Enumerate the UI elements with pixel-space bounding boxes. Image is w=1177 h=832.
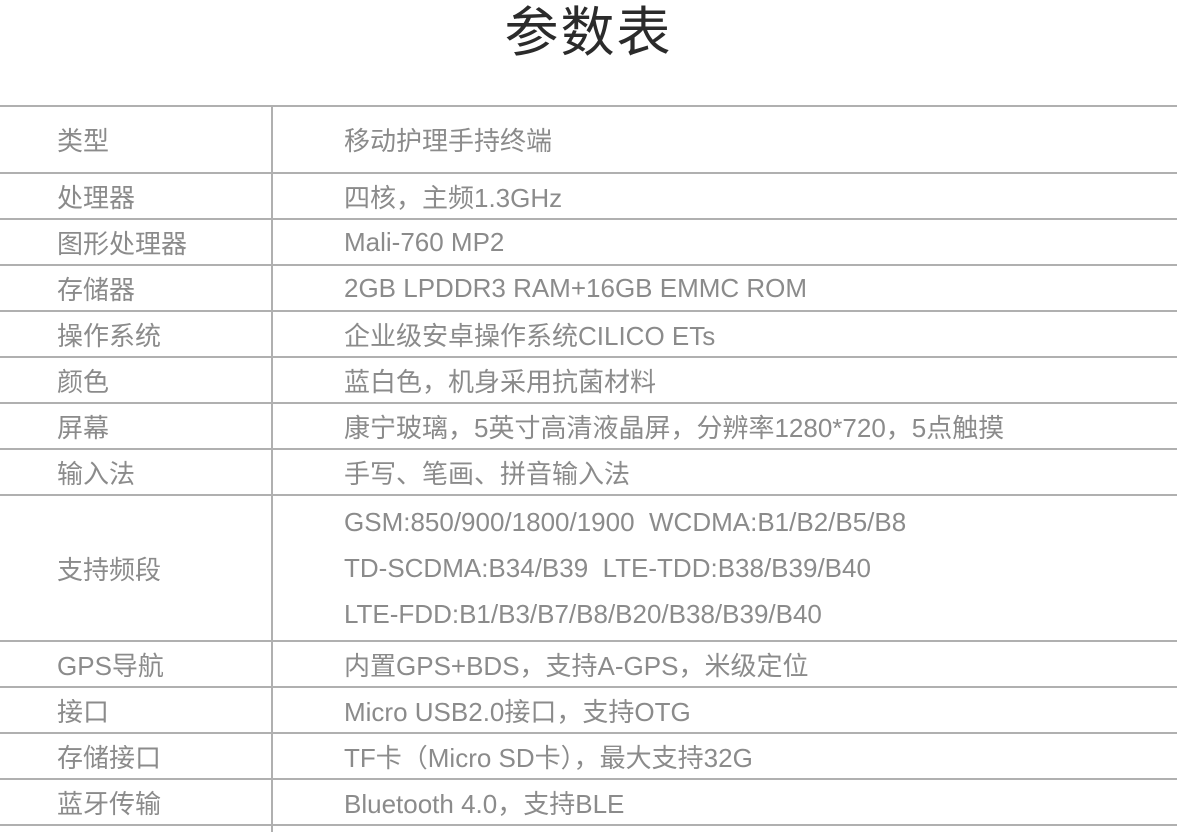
table-row: 类型 移动护理手持终端 — [0, 107, 1177, 174]
table-row: 颜色 蓝白色，机身采用抗菌材料 — [0, 358, 1177, 404]
table-row: 接口 Micro USB2.0接口，支持OTG — [0, 688, 1177, 734]
spec-label: 屏幕 — [0, 404, 273, 448]
spec-value: TF卡（Micro SD卡），最大支持32G — [344, 742, 753, 773]
spec-value-line: TD-SCDMA:B34/B39 LTE-TDD:B38/B39/B40 — [344, 553, 871, 583]
spec-label: 存储器 — [0, 266, 273, 310]
spec-label: 颜色 — [0, 358, 273, 402]
spec-label: 类型 — [0, 107, 273, 172]
table-row: GPS导航 内置GPS+BDS，支持A-GPS，米级定位 — [0, 642, 1177, 688]
spec-value: Bluetooth 4.0，支持BLE — [344, 788, 625, 819]
spec-label: GPS导航 — [0, 642, 273, 686]
spec-label: 接口 — [0, 688, 273, 732]
table-row: 屏幕 康宁玻璃，5英寸高清液晶屏，分辨率1280*720，5点触摸 — [0, 404, 1177, 450]
spec-value: 康宁玻璃，5英寸高清液晶屏，分辨率1280*720，5点触摸 — [344, 412, 1005, 443]
spec-value-line: LTE-FDD:B1/B3/B7/B8/B20/B38/B39/B40 — [344, 599, 822, 629]
spec-label: 存储接口 — [0, 734, 273, 778]
spec-label: 支持频段 — [0, 496, 273, 640]
table-row-cropped — [0, 826, 1177, 832]
spec-value: GSM:850/900/1800/1900 WCDMA:B1/B2/B5/B8 T… — [273, 496, 1177, 640]
spec-value: 手写、笔画、拼音输入法 — [344, 458, 631, 489]
table-row: 图形处理器 Mali-760 MP2 — [0, 220, 1177, 266]
spec-value: 移动护理手持终端 — [344, 126, 553, 156]
spec-value: 蓝白色，机身采用抗菌材料 — [344, 366, 657, 397]
spec-value — [273, 826, 1177, 832]
spec-value: Mali-760 MP2 — [344, 226, 505, 257]
spec-value-line: GSM:850/900/1800/1900 WCDMA:B1/B2/B5/B8 — [344, 507, 907, 537]
spec-label: 蓝牙传输 — [0, 780, 273, 824]
spec-label: 操作系统 — [0, 312, 273, 356]
spec-label: 输入法 — [0, 450, 273, 494]
spec-value: Micro USB2.0接口，支持OTG — [344, 696, 691, 727]
spec-value: 内置GPS+BDS，支持A-GPS，米级定位 — [344, 650, 809, 681]
page-title: 参数表 — [504, 3, 673, 63]
spec-label — [0, 826, 273, 832]
spec-table: 类型 移动护理手持终端处理器 四核，主频1.3GHz 图形处理器 Mali-760 MP… — [0, 105, 1177, 832]
table-row: 输入法 手写、笔画、拼音输入法 — [0, 450, 1177, 496]
table-row: 存储接口 TF卡（Micro SD卡），最大支持32G — [0, 734, 1177, 780]
spec-value: 四核，主频1.3GHz — [344, 182, 563, 213]
table-row: 操作系统 企业级安卓操作系统CILICO ETs — [0, 312, 1177, 358]
table-row: 蓝牙传输 Bluetooth 4.0，支持BLE — [0, 780, 1177, 826]
spec-label: 图形处理器 — [0, 220, 273, 264]
spec-value: 企业级安卓操作系统CILICO ETs — [344, 320, 716, 351]
spec-label: 处理器 — [0, 174, 273, 218]
spec-value: 2GB LPDDR3 RAM+16GB EMMC ROM — [344, 272, 808, 303]
table-row: 存储器 2GB LPDDR3 RAM+16GB EMMC ROM — [0, 266, 1177, 312]
table-row: 处理器 四核，主频1.3GHz — [0, 174, 1177, 220]
table-row: 支持频段 GSM:850/900/1800/1900 WCDMA:B1/B2/B5… — [0, 496, 1177, 642]
